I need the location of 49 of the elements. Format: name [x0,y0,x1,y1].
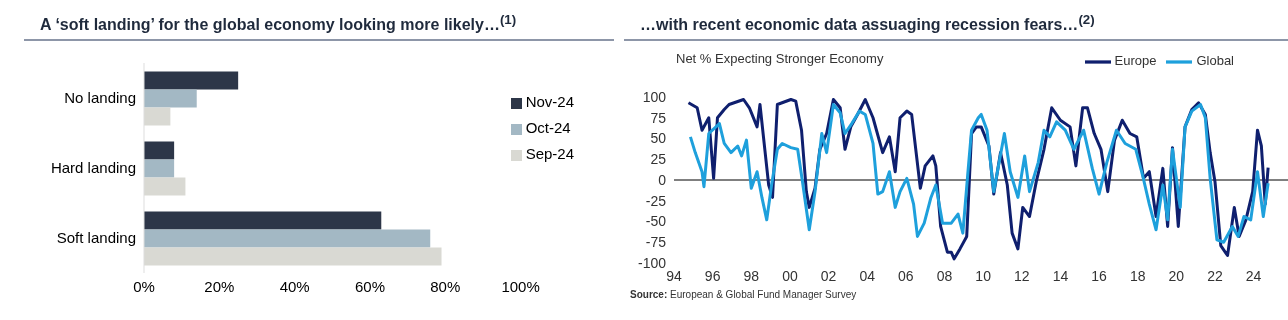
source-note: Source: European & Global Fund Manager Survey [630,289,858,301]
bar [144,71,239,90]
x-tick-label: 06 [898,268,914,285]
bar [144,159,175,178]
x-tick-label: 04 [859,268,876,285]
legend-label: Oct-24 [525,119,571,137]
chart-title: …with recent economic data assuaging recession fears…$^{(2)}$ [624,8,1288,42]
y-axis-title: Net % Expecting Stronger Economy [676,51,884,67]
bar [144,141,175,160]
bar [144,211,382,230]
bar [144,229,431,248]
y-tick-label: 100 [642,89,667,106]
x-tick-label: 98 [743,268,760,285]
y-tick-label: 75 [650,110,667,127]
legend-label: Europe [1114,53,1157,69]
x-tick-label: 20 [1168,268,1185,285]
x-tick-label: 0% [133,277,155,295]
chart-title: A ‘soft landing’ for the global economy looking more likely…$^{(1)}$ [24,8,614,42]
legend-label: Sep-24 [525,145,574,163]
bar [144,89,197,108]
x-tick-label: 100% [501,277,540,295]
y-tick-label: Soft landing [56,229,136,247]
x-tick-label: 22 [1207,268,1223,285]
x-tick-label: 08 [936,268,953,285]
y-tick-label: -25 [645,193,667,210]
x-tick-label: 20% [204,277,235,295]
y-tick-label: No landing [64,89,136,107]
x-tick-label: 96 [704,268,721,285]
legend-label: Nov-24 [525,93,574,111]
y-tick-label: 25 [650,151,667,168]
x-tick-label: 00 [782,268,798,285]
x-tick-label: 02 [820,268,837,285]
x-tick-label: 60% [354,277,385,295]
y-tick-label: Hard landing [50,159,136,177]
x-tick-label: 14 [1052,268,1069,285]
y-tick-label: 50 [650,130,667,147]
x-tick-label: 40% [279,277,310,295]
x-tick-label: 94 [666,268,682,285]
x-tick-label: 18 [1129,268,1146,285]
x-tick-label: 12 [1013,268,1030,285]
x-tick-label: 80% [430,277,461,295]
y-tick-label: -75 [645,234,667,251]
x-tick-label: 24 [1245,268,1262,285]
x-tick-label: 16 [1091,268,1108,285]
y-tick-label: -100 [637,255,667,272]
y-tick-label: 0 [658,172,667,189]
y-tick-label: -50 [645,213,667,230]
x-tick-label: 10 [975,268,992,285]
legend-label: Global [1196,53,1234,69]
